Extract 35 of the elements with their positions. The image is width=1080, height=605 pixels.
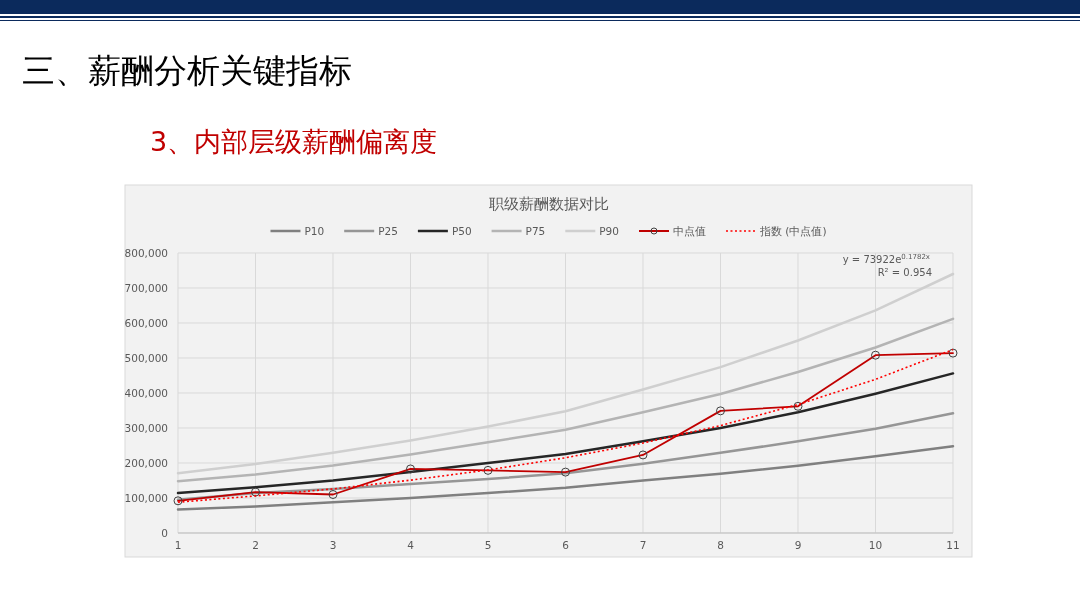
y-tick-label: 300,000 <box>124 422 168 434</box>
text: 三、薪酬分析关键指标 <box>22 51 352 90</box>
y-tick-label: 0 <box>161 527 168 539</box>
x-tick-label: 7 <box>639 539 647 551</box>
line-series <box>176 317 955 483</box>
text: 3、内部层级薪酬偏离度 <box>150 126 438 157</box>
legend-label: P75 <box>525 225 546 237</box>
y-tick-label: 400,000 <box>124 387 168 399</box>
x-tick-label: 2 <box>252 539 259 551</box>
x-tick-label: 11 <box>946 539 960 551</box>
x-tick-label: 3 <box>329 539 337 551</box>
y-tick-label: 200,000 <box>124 457 168 469</box>
x-tick-label: 4 <box>407 539 415 551</box>
legend-label: P25 <box>378 225 398 237</box>
legend-label: 中点值 <box>672 225 706 237</box>
legend-label: 指数 (中点值) <box>758 225 827 237</box>
y-tick-label: 500,000 <box>124 352 168 364</box>
x-tick-label: 5 <box>484 539 492 551</box>
x-tick-label: 9 <box>794 539 802 551</box>
annotation: R² = 0.954 <box>877 267 932 278</box>
y-tick-label: 800,000 <box>124 247 168 259</box>
line-series <box>176 372 955 495</box>
y-tick-label: 700,000 <box>124 282 168 294</box>
x-tick-label: 10 <box>868 539 883 551</box>
y-tick-label: 100,000 <box>124 492 168 504</box>
chart-title: 职级薪酬数据对比 <box>488 195 609 213</box>
legend-label: P50 <box>451 225 472 237</box>
legend-label: P10 <box>304 225 325 237</box>
line-series <box>176 444 955 511</box>
x-tick-label: 1 <box>174 539 182 551</box>
x-tick-label: 6 <box>562 539 570 551</box>
annotation: y = 73922e$^{0.1782x}$ <box>842 253 930 265</box>
x-tick-label: 8 <box>717 539 724 551</box>
y-tick-label: 600,000 <box>124 317 168 329</box>
legend-label: P90 <box>599 225 619 237</box>
